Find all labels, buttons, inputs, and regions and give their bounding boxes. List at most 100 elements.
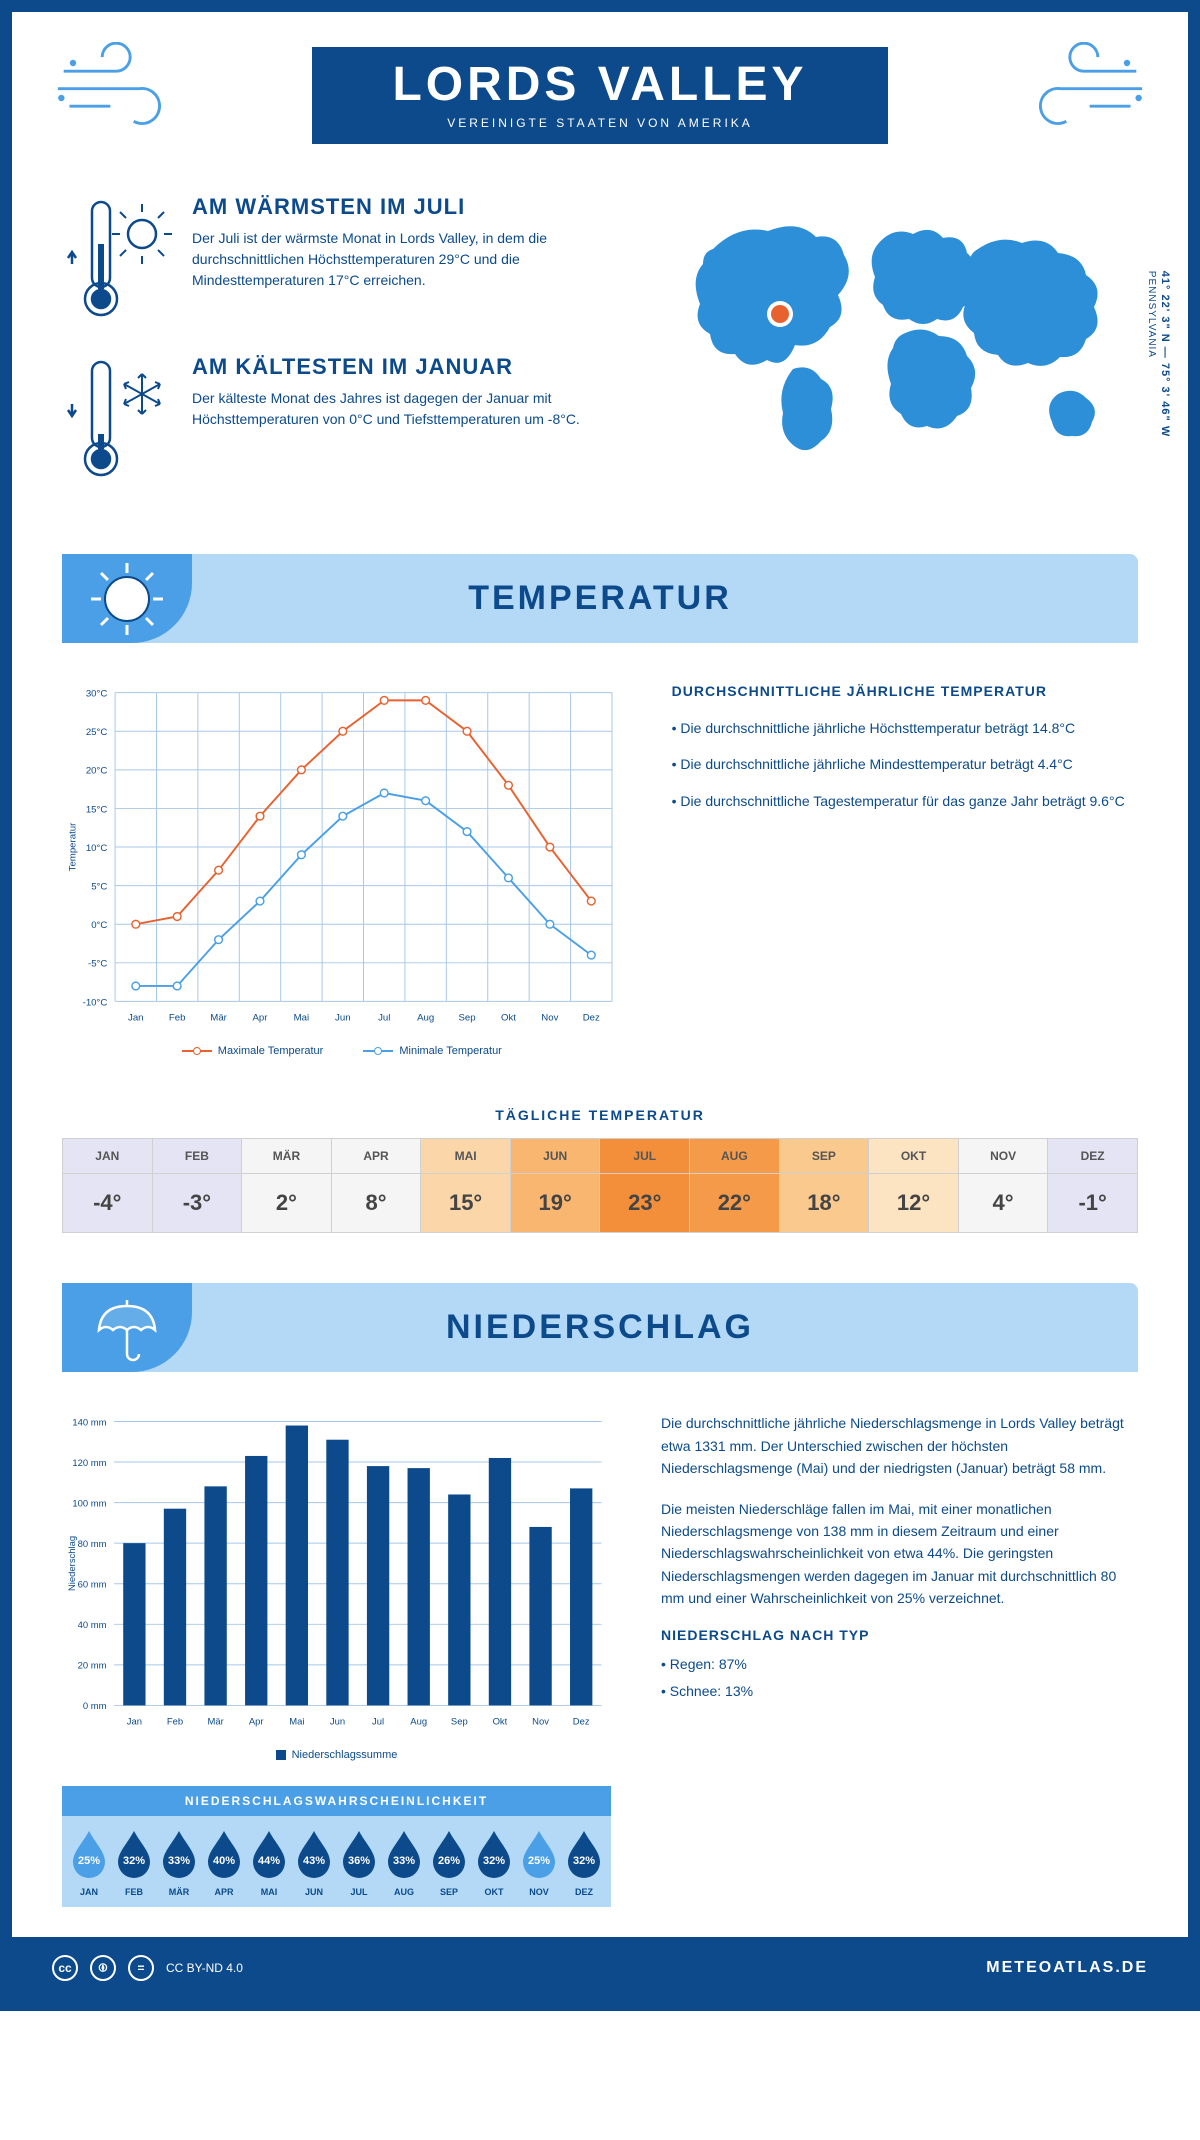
temp-cell: MAI15° [421, 1139, 511, 1232]
coordinates: 41° 22' 3" N — 75° 3' 46" W PENNSYLVANIA [1146, 271, 1171, 437]
svg-text:0°C: 0°C [91, 920, 107, 931]
page: LORDS VALLEY VEREINIGTE STAATEN VON AMER… [0, 0, 1200, 2011]
cc-icon: cc [52, 1955, 78, 1981]
precip-p1: Die durchschnittliche jährliche Niedersc… [661, 1412, 1138, 1479]
prob-month: SEP [428, 1887, 470, 1897]
svg-text:Mai: Mai [289, 1717, 304, 1728]
prob-drop: 25%NOV [518, 1828, 560, 1897]
world-map-svg [658, 194, 1138, 474]
coldest-title: AM KÄLTESTEN IM JANUAR [192, 354, 618, 380]
prob-drop: 26% SEP [428, 1828, 470, 1897]
temp-cell-value: 2° [242, 1174, 331, 1232]
drop-icon: 43% [293, 1828, 335, 1878]
temp-cell: SEP18° [780, 1139, 870, 1232]
page-subtitle: VEREINIGTE STAATEN VON AMERIKA [392, 116, 807, 130]
svg-text:Jun: Jun [335, 1013, 351, 1024]
state-text: PENNSYLVANIA [1146, 271, 1157, 437]
prob-month: JAN [68, 1887, 110, 1897]
temp-cell-value: 4° [959, 1174, 1048, 1232]
precip-title: NIEDERSCHLAG [62, 1308, 1138, 1347]
intro-left: AM WÄRMSTEN IM JULI Der Juli ist der wär… [62, 194, 618, 514]
temp-cell-value: 19° [511, 1174, 600, 1232]
drop-icon: 32% [563, 1828, 605, 1878]
svg-text:20 mm: 20 mm [78, 1661, 107, 1672]
svg-text:Mär: Mär [207, 1717, 223, 1728]
temp-cell-month: NOV [959, 1139, 1048, 1174]
temp-cell: FEB-3° [153, 1139, 243, 1232]
svg-text:140 mm: 140 mm [72, 1418, 106, 1429]
temp-cell: OKT12° [869, 1139, 959, 1232]
temp-cell-value: 8° [332, 1174, 421, 1232]
svg-text:25°C: 25°C [86, 727, 108, 738]
temp-section-head: TEMPERATUR [62, 554, 1138, 643]
svg-text:Sep: Sep [458, 1013, 475, 1024]
svg-text:Feb: Feb [167, 1717, 183, 1728]
temp-cell: DEZ-1° [1048, 1139, 1137, 1232]
by-icon: 🅯 [90, 1955, 116, 1981]
temp-title: TEMPERATUR [62, 579, 1138, 618]
svg-text:33%: 33% [393, 1855, 415, 1867]
temp-cell-month: MÄR [242, 1139, 331, 1174]
title-banner: LORDS VALLEY VEREINIGTE STAATEN VON AMER… [312, 47, 887, 144]
svg-text:15°C: 15°C [86, 804, 108, 815]
svg-text:32%: 32% [123, 1855, 145, 1867]
prob-drop: 33%MÄR [158, 1828, 200, 1897]
prob-drop: 40%APR [203, 1828, 245, 1897]
prob-drop: 44%MAI [248, 1828, 290, 1897]
temp-cell-month: OKT [869, 1139, 958, 1174]
svg-text:Nov: Nov [541, 1013, 558, 1024]
svg-text:120 mm: 120 mm [72, 1458, 106, 1469]
prob-drop: 36%JUL [338, 1828, 380, 1897]
temp-cell-value: -3° [153, 1174, 242, 1232]
warmest-title: AM WÄRMSTEN IM JULI [192, 194, 618, 220]
svg-text:Sep: Sep [451, 1717, 468, 1728]
temp-cell: APR8° [332, 1139, 422, 1232]
temp-cell: AUG22° [690, 1139, 780, 1232]
temp-cell-month: AUG [690, 1139, 779, 1174]
svg-text:-5°C: -5°C [88, 959, 107, 970]
warmest-body: Der Juli ist der wärmste Monat in Lords … [192, 228, 618, 291]
legend-precip: Niederschlagssumme [276, 1749, 398, 1761]
drop-icon: 36% [338, 1828, 380, 1878]
svg-text:33%: 33% [168, 1855, 190, 1867]
drop-icon: 25% [518, 1828, 560, 1878]
temp-side-b3: • Die durchschnittliche Tagestemperatur … [672, 790, 1138, 812]
temp-cell-month: JUN [511, 1139, 600, 1174]
svg-text:Dez: Dez [573, 1717, 590, 1728]
precip-type-title: NIEDERSCHLAG NACH TYP [661, 1627, 1138, 1643]
temp-cell-value: 23° [600, 1174, 689, 1232]
temp-cell: NOV4° [959, 1139, 1049, 1232]
svg-text:-10°C: -10°C [83, 997, 108, 1008]
sun-icon [62, 554, 192, 643]
precip-section-head: NIEDERSCHLAG [62, 1283, 1138, 1372]
temp-cell-month: APR [332, 1139, 421, 1174]
drop-icon: 33% [383, 1828, 425, 1878]
footer-left: cc 🅯 = CC BY-ND 4.0 [52, 1955, 243, 1981]
precip-p2: Die meisten Niederschläge fallen im Mai,… [661, 1498, 1138, 1610]
svg-text:32%: 32% [483, 1855, 505, 1867]
coldest-block: AM KÄLTESTEN IM JANUAR Der kälteste Mona… [62, 354, 618, 484]
temp-cell: JAN-4° [63, 1139, 153, 1232]
precip-type2: • Schnee: 13% [661, 1680, 1138, 1702]
svg-text:Nov: Nov [532, 1717, 549, 1728]
wind-icon-right [1008, 42, 1148, 135]
temp-chart: -10°C-5°C0°C5°C10°C15°C20°C25°C30°CJanFe… [62, 683, 622, 1057]
prob-drop: 25% JAN [68, 1828, 110, 1897]
svg-text:Jan: Jan [128, 1013, 144, 1024]
prob-month: JUN [293, 1887, 335, 1897]
prob-month: FEB [113, 1887, 155, 1897]
temp-body: -10°C-5°C0°C5°C10°C15°C20°C25°C30°CJanFe… [12, 643, 1188, 1087]
precip-right: Die durchschnittliche jährliche Niedersc… [661, 1412, 1138, 1907]
svg-text:Mär: Mär [210, 1013, 227, 1024]
wind-icon-left [52, 42, 192, 135]
svg-text:Aug: Aug [417, 1013, 434, 1024]
svg-text:26%: 26% [438, 1855, 460, 1867]
svg-text:Okt: Okt [501, 1013, 516, 1024]
svg-text:43%: 43% [303, 1855, 325, 1867]
svg-text:Jul: Jul [372, 1717, 384, 1728]
temp-side-title: DURCHSCHNITTLICHE JÄHRLICHE TEMPERATUR [672, 683, 1138, 699]
drop-icon: 25% [68, 1828, 110, 1878]
prob-drop: 43% JUN [293, 1828, 335, 1897]
world-map: 41° 22' 3" N — 75° 3' 46" W PENNSYLVANIA [658, 194, 1138, 514]
svg-text:100 mm: 100 mm [72, 1499, 106, 1510]
